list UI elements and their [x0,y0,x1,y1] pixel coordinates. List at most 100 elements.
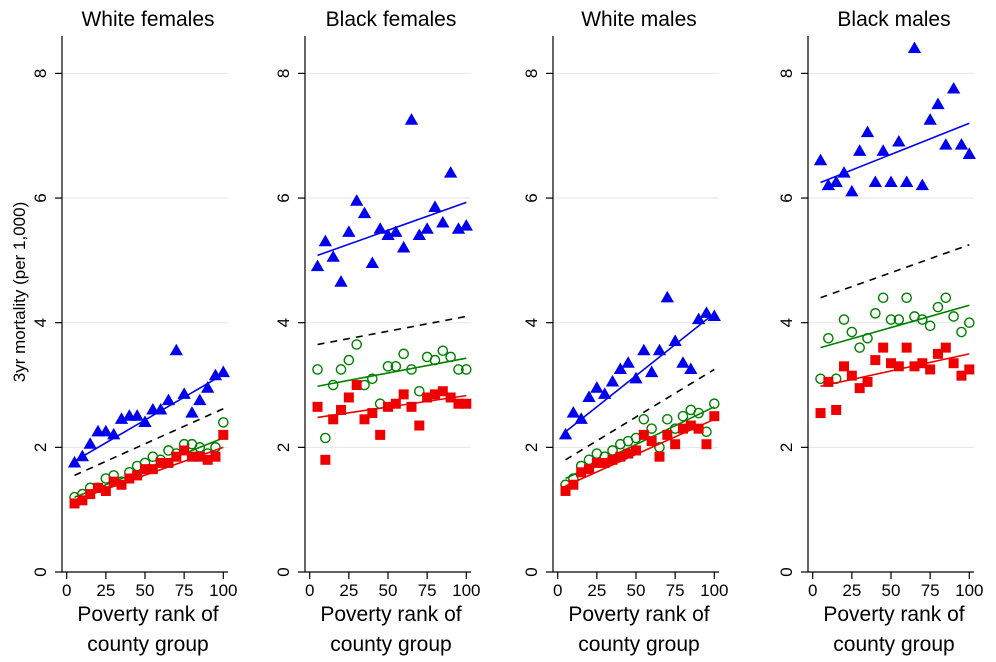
triangle-marker [67,455,82,468]
dashed-fit-line [565,368,715,461]
triangle-marker [75,449,90,462]
y-tick-label: 6 [522,193,541,202]
triangle-marker [107,427,121,440]
fit-line [74,373,224,462]
y-tick-label: 6 [31,193,50,202]
triangle-marker [590,381,604,393]
square-marker [85,489,96,500]
triangle-marker [373,222,387,234]
fit-line [317,201,467,257]
y-tick-label: 2 [522,443,541,452]
panel-title: White females [81,8,214,31]
y-tick-label: 6 [777,193,796,202]
triangle-marker [915,178,929,191]
triangle-marker [443,166,458,178]
x-axis-label-line1: Poverty rank of [568,603,709,626]
triangle-marker [310,259,325,272]
triangle-marker [876,144,890,156]
square-marker [560,485,571,496]
x-tick-label: 25 [587,581,606,600]
square-marker [646,436,657,447]
triangle-marker [691,312,706,325]
square-marker [956,370,967,381]
circle-marker [445,351,456,363]
square-marker [77,495,88,506]
x-axis-label-line2: county group [87,633,208,656]
y-tick-label: 8 [777,69,796,78]
triangle-marker [652,343,667,356]
square-marker [893,361,904,372]
circle-marker [638,414,650,425]
triangle-marker [598,387,612,399]
square-marker [568,479,579,490]
fit-line [565,312,715,433]
panel-title: White males [581,8,697,31]
triangle-marker [829,175,843,188]
square-marker [846,370,857,381]
x-tick-label: 0 [553,581,562,600]
y-tick-label: 8 [522,69,541,78]
square-marker [823,376,834,387]
triangle-marker [169,343,183,356]
triangle-marker [154,402,168,415]
triangle-marker [558,427,573,440]
triangle-marker [334,275,348,287]
square-marker [839,361,850,372]
y-tick-label: 0 [522,567,541,576]
square-marker [576,467,587,478]
square-marker [693,423,704,434]
square-marker [194,451,205,462]
panel-2: 0 2 4 6 8 0 25 50 75 100 White males Poverty rank o… [522,8,728,656]
circle-marker [327,379,339,391]
square-marker [654,451,665,462]
square-marker [815,408,826,419]
circle-marker [932,301,944,313]
dashed-fit-line [820,244,970,299]
circle-marker [693,407,704,419]
square-marker [328,414,339,425]
square-marker [917,358,928,369]
y-tick-label: 0 [31,567,50,576]
circle-marker [414,385,425,397]
panel-1: 0 2 4 6 8 0 25 50 75 100 Black females Poverty rank… [274,8,480,656]
circle-marker [662,414,673,425]
triangle-marker [326,250,340,262]
triangle-marker [900,175,914,188]
circle-marker [335,364,347,375]
triangle-marker [357,206,372,219]
square-marker [453,398,464,409]
y-tick-label: 2 [31,443,50,452]
circle-marker [461,364,472,375]
square-marker [964,364,975,375]
square-marker [662,429,673,440]
triangle-marker [193,393,207,406]
x-tick-label: 50 [136,581,155,600]
dashed-fit-line [74,407,224,477]
y-tick-label: 4 [522,318,541,327]
triangle-marker [161,393,176,406]
triangle-marker [676,356,690,368]
square-marker [406,401,417,412]
triangle-marker [954,138,969,150]
x-tick-label: 100 [700,581,728,600]
y-tick-label: 4 [274,318,293,327]
triangle-marker [621,356,635,368]
square-marker [615,451,626,462]
square-marker [948,358,959,369]
triangle-marker [83,437,97,449]
triangle-marker [962,147,976,159]
square-marker [709,411,720,422]
circle-marker [382,361,394,372]
square-marker [670,439,681,450]
square-marker [909,361,920,372]
circle-marker [677,410,689,422]
x-tick-label: 100 [452,581,480,600]
square-marker [351,380,362,391]
square-marker [599,457,610,468]
circle-marker [343,354,355,366]
circle-marker [885,314,897,325]
triangle-marker [660,290,674,303]
fit-line [820,304,970,349]
y-tick-label: 2 [777,443,796,452]
square-marker [940,342,951,353]
